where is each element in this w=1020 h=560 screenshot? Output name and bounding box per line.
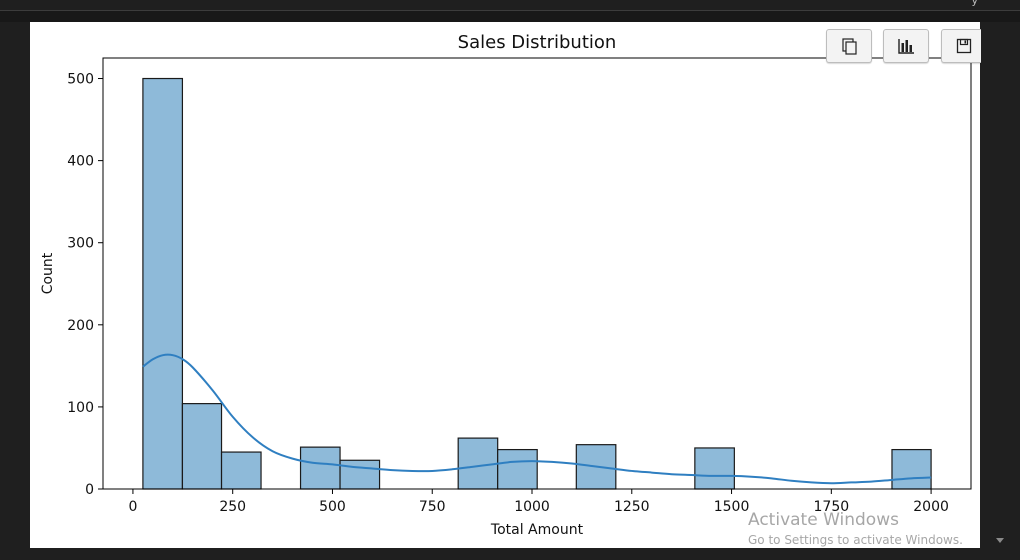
y-axis-label: Count xyxy=(40,252,56,294)
y-tick-label-200: 200 xyxy=(67,318,94,334)
cell-separator xyxy=(0,11,1020,22)
x-tick-label-0: 0 xyxy=(128,499,137,515)
y-tick-label-400: 400 xyxy=(67,154,94,170)
histogram-bar-14 xyxy=(694,447,735,490)
copy-output-button[interactable] xyxy=(826,29,872,63)
x-tick-label-1750: 1750 xyxy=(814,499,850,515)
chart-view-button[interactable] xyxy=(883,29,929,63)
y-tick-label-100: 100 xyxy=(67,400,94,416)
x-tick-label-750: 750 xyxy=(419,499,446,515)
x-tick-label-1250: 1250 xyxy=(614,499,650,515)
scroll-down-arrow-icon[interactable] xyxy=(996,538,1004,543)
previous-cell-text-fragment: y xyxy=(971,0,978,7)
histogram-bar-9 xyxy=(497,448,538,490)
kde-curve xyxy=(142,353,932,485)
histogram-bar-5 xyxy=(339,459,381,490)
watermark-title: Activate Windows xyxy=(748,510,899,530)
x-axis-label: Total Amount xyxy=(490,522,584,538)
y-tick-label-500: 500 xyxy=(67,72,94,88)
activate-windows-watermark: Activate Windows Go to Settings to activ… xyxy=(748,510,963,550)
previous-cell-strip: y xyxy=(0,0,1020,11)
y-tick-label-0: 0 xyxy=(85,482,94,498)
output-toolbar xyxy=(826,29,987,65)
watermark-subtitle: Go to Settings to activate Windows. xyxy=(748,533,963,547)
chart-title: Sales Distribution xyxy=(458,32,617,53)
copy-icon xyxy=(842,38,857,55)
histogram-bar-4 xyxy=(299,446,341,490)
bottom-strip xyxy=(0,548,981,560)
histogram-bar-19 xyxy=(891,448,932,490)
x-tick-label-250: 250 xyxy=(219,499,246,515)
histogram-bar-1 xyxy=(181,403,223,490)
axes-frame xyxy=(102,57,972,490)
y-tick-label-300: 300 xyxy=(67,236,94,252)
x-axis-ticks: 0 250 500 750 1000 1250 1500 1750 2000 xyxy=(128,489,949,515)
x-tick-label-2000: 2000 xyxy=(913,499,949,515)
histogram-bar-2 xyxy=(220,451,262,490)
cell-output-area: 0 250 500 750 1000 1250 1500 1750 2000 0 100 200 30… xyxy=(30,22,980,548)
bar-chart-icon xyxy=(898,39,914,54)
histogram-bars xyxy=(142,77,932,490)
y-axis-ticks: 0 100 200 300 400 500 xyxy=(67,72,103,498)
x-tick-label-1000: 1000 xyxy=(514,499,550,515)
histogram-chart: 0 250 500 750 1000 1250 1500 1750 2000 0 100 200 30… xyxy=(40,32,972,538)
histogram-bar-0 xyxy=(142,77,184,490)
save-icon xyxy=(956,38,972,54)
x-tick-label-500: 500 xyxy=(319,499,346,515)
x-tick-label-1500: 1500 xyxy=(714,499,750,515)
output-scrollbar[interactable] xyxy=(981,22,1020,560)
save-output-button[interactable] xyxy=(941,29,987,63)
